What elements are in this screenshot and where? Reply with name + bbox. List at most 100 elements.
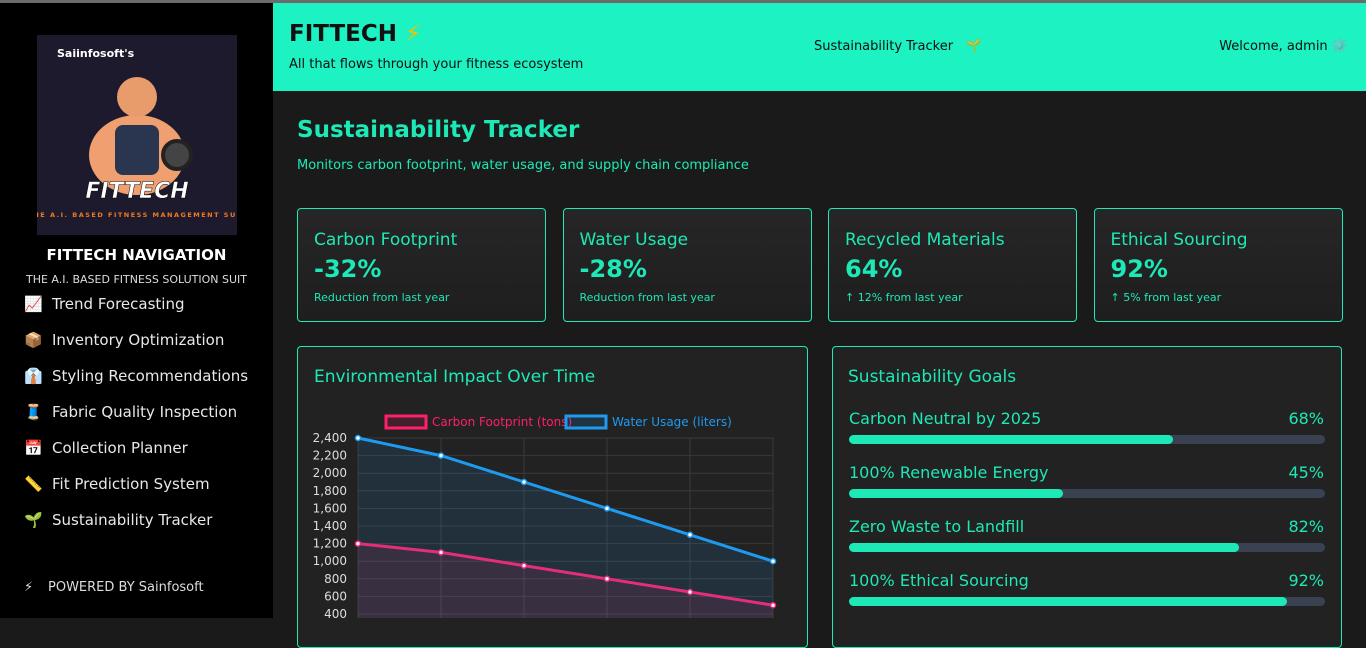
card-label: Water Usage [579, 230, 689, 250]
legend-label: Water Usage (liters) [612, 415, 732, 429]
goal-track [849, 435, 1325, 444]
footer-icon: ⚡ [24, 580, 34, 595]
section-label[interactable]: Sustainability Tracker 🌱 [814, 39, 982, 54]
nav-icon: 📈 [24, 295, 43, 313]
nav-item[interactable]: 📅 Collection Planner [24, 439, 188, 457]
nav-label: Sustainability Tracker [52, 511, 213, 529]
nav-label: Fabric Quality Inspection [52, 403, 238, 421]
series-area [358, 543, 773, 618]
data-point [686, 531, 694, 539]
goal-track [849, 597, 1325, 606]
nav-item[interactable]: 👔 Styling Recommendations [24, 367, 248, 385]
logo: Saiinfosoft's FITTECH THE A.I. BASED FIT… [37, 35, 237, 235]
legend-label: Carbon Footprint (tons) [432, 415, 572, 429]
goal-track [849, 543, 1325, 552]
card-value: -28% [579, 255, 647, 283]
data-point [520, 562, 528, 569]
page-description: Monitors carbon footprint, water usage, … [297, 158, 749, 173]
page-title: Sustainability Tracker [297, 117, 580, 143]
nav-item[interactable]: 📈 Trend Forecasting [24, 295, 185, 313]
data-point [686, 588, 694, 596]
goal-label: 68% [1288, 409, 1324, 428]
data-point [437, 452, 445, 459]
nav-item[interactable]: 🧵 Fabric Quality Inspection [24, 403, 237, 421]
nav-list: 📈 Trend Forecasting 📦 Inventory Optimizatio… [0, 293, 273, 565]
sidebar-footer: ⚡ POWERED BY Sainfosoft [24, 580, 204, 595]
app-title-icon: ⚡ [405, 21, 422, 47]
logo-art: Saiinfosoft's FITTECH THE A.I. BASED FIT… [37, 47, 237, 219]
nav-item[interactable]: 📏 Fit Prediction System [24, 475, 210, 493]
logo-name: FITTECH [85, 179, 188, 204]
goal-bar [849, 543, 1240, 552]
series-line [357, 542, 774, 607]
data-point [603, 505, 611, 512]
y-tick-label: 800 [324, 572, 347, 586]
welcome[interactable]: Welcome, admin ⚙️ [1219, 39, 1348, 54]
nav-title: FITTECH NAVIGATION [46, 246, 227, 264]
nav-label: Trend Forecasting [52, 295, 185, 313]
logo-shirt [115, 125, 159, 175]
nav-label: Inventory Optimization [52, 331, 225, 349]
goal-bar [849, 489, 1064, 498]
logo-tagline: THE A.I. BASED FITNESS MANAGEMENT SUIT [37, 211, 237, 219]
nav-label: Collection Planner [52, 439, 188, 457]
chart-title: Environmental Impact Over Time [314, 367, 596, 387]
goal-name: 100% Ethical Sourcing [849, 571, 1029, 590]
card-label: Recycled Materials [845, 230, 1005, 250]
footer-label: POWERED BY Sainfosoft [48, 580, 204, 595]
goal-name: 100% Renewable Energy [849, 463, 1049, 482]
nav-icon: 👔 [24, 367, 43, 385]
nav-item[interactable]: 📦 Inventory Optimization [24, 331, 224, 349]
nav-icon: 📅 [24, 439, 43, 457]
stat-card: Recycled Materials 64% ↑ 12% from last yea… [828, 208, 1077, 322]
stat-card: Water Usage -28% Reduction from last year [562, 208, 812, 322]
y-tick-label: 400 [324, 607, 347, 618]
data-point [769, 601, 777, 609]
y-tick-label: 600 [324, 589, 347, 603]
card-label: Carbon Footprint [314, 230, 458, 250]
nav-item[interactable]: 🌱 Sustainability Tracker [24, 511, 212, 529]
legend-swatch [564, 414, 608, 430]
logo-head [117, 77, 157, 117]
welcome-icon: ⚙️ [1331, 39, 1348, 54]
card-value: -32% [314, 255, 382, 283]
data-point [520, 478, 528, 486]
logo-brand: Saiinfosoft's [57, 47, 135, 60]
chart: 400 600 800 1,000 1,200 1,400 1,600 1,800 2,000 2… [313, 414, 777, 618]
y-tick-label: 1,600 [313, 501, 347, 515]
card-note: Reduction from last year [579, 291, 715, 304]
card-note: Reduction from last year [314, 291, 450, 304]
y-tick-label: 1,200 [313, 537, 347, 551]
card-note: ↑ 5% from last year [1110, 291, 1222, 304]
app-title: FITTECH ⚡ [289, 21, 421, 47]
data-point [603, 575, 611, 583]
nav-label: Styling Recommendations [52, 367, 249, 385]
nav-icon: 🧵 [24, 403, 43, 421]
logo-weight [161, 139, 193, 171]
top-border [0, 0, 1366, 3]
app-title-text: FITTECH [289, 21, 398, 47]
nav-icon: 📏 [24, 475, 43, 493]
goal-label: 92% [1288, 571, 1324, 590]
series-line [357, 436, 774, 563]
data-point [437, 549, 445, 556]
goal-bar [849, 597, 1287, 606]
nav-icon: 🌱 [24, 511, 43, 529]
goal-label: 82% [1288, 517, 1324, 536]
y-tick-label: 2,000 [313, 466, 347, 480]
legend-swatch [384, 414, 428, 430]
goal-track [849, 489, 1325, 498]
goals-title: Sustainability Goals [848, 367, 1017, 387]
card-label: Ethical Sourcing [1110, 230, 1248, 250]
y-tick-label: 1,000 [313, 554, 347, 568]
nav-label: Fit Prediction System [52, 475, 210, 493]
header: FITTECH ⚡ All that flows through your fi… [273, 3, 1366, 91]
card-value: 92% [1110, 255, 1168, 283]
y-tick-label: 1,400 [313, 519, 347, 533]
sidebar: Saiinfosoft's FITTECH THE A.I. BASED FIT… [0, 3, 273, 618]
goal-name: Zero Waste to Landfill [849, 517, 1025, 536]
data-point [769, 557, 777, 565]
data-point [354, 434, 362, 442]
stat-card: Ethical Sourcing 92% ↑ 5% from last year [1093, 208, 1343, 322]
